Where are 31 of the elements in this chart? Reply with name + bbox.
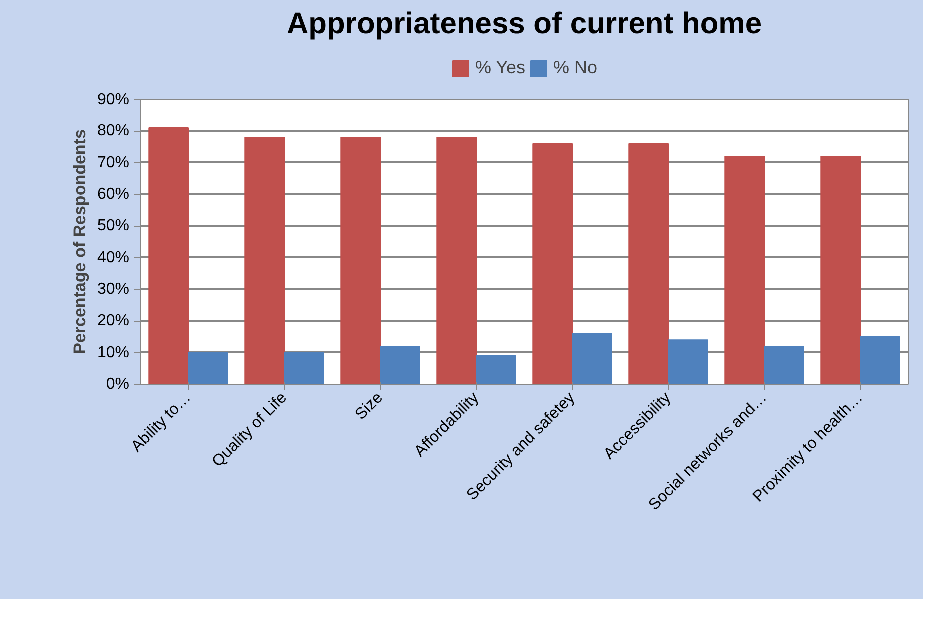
y-tick-label: 50% xyxy=(97,218,130,235)
bar xyxy=(284,352,324,384)
bar xyxy=(188,352,228,384)
legend-label: % Yes xyxy=(475,58,526,78)
y-tick-label: 20% xyxy=(97,312,130,330)
bar xyxy=(340,137,381,384)
bar xyxy=(628,143,669,384)
bar xyxy=(436,137,477,384)
bar xyxy=(380,346,420,384)
bar xyxy=(724,156,765,384)
y-tick-label: 70% xyxy=(97,154,130,172)
bar xyxy=(148,128,189,384)
y-tick-label: 90% xyxy=(97,92,130,108)
bar xyxy=(532,143,573,384)
bar xyxy=(244,137,285,384)
bar xyxy=(572,333,612,384)
y-tick-label: 10% xyxy=(97,344,130,362)
legend-label: % No xyxy=(554,58,598,78)
y-tick-label: 40% xyxy=(97,249,130,266)
bar xyxy=(860,336,900,384)
y-tick-label: 60% xyxy=(97,186,130,203)
bar xyxy=(668,340,708,384)
y-tick-label: 0% xyxy=(106,376,130,393)
chart-title: Appropriateness of current home xyxy=(286,8,762,40)
y-tick-label: 80% xyxy=(97,122,130,140)
bar xyxy=(764,346,804,384)
bar xyxy=(476,356,516,384)
bar xyxy=(820,156,861,384)
x-tick-label: Size xyxy=(352,389,387,424)
y-axis-title: Percentage of Respondents xyxy=(70,130,90,354)
y-tick-label: 30% xyxy=(97,281,130,298)
